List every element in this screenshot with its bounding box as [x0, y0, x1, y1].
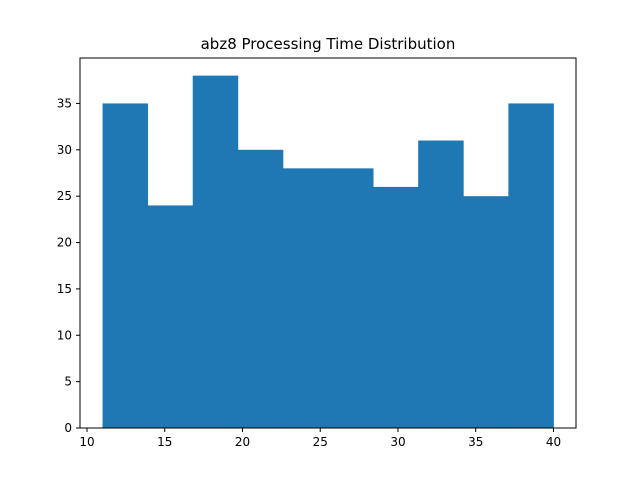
y-tick-label: 15 — [57, 282, 72, 296]
plot-frame — [79, 57, 577, 429]
y-axis-ticks: 0 5 10 15 20 25 30 35 — [57, 96, 80, 435]
histogram-bar — [147, 205, 194, 428]
x-tick-label: 15 — [157, 435, 172, 449]
x-tick-label: 25 — [313, 435, 328, 449]
x-tick-label: 30 — [390, 435, 405, 449]
histogram-bar — [328, 168, 374, 428]
x-axis-ticks: 10 15 20 25 30 35 40 — [79, 428, 561, 449]
histogram-bar — [237, 149, 284, 428]
y-tick-label: 0 — [64, 421, 72, 435]
bars-group — [102, 75, 554, 429]
y-tick-label: 25 — [57, 189, 72, 203]
y-tick-label: 20 — [57, 236, 72, 250]
histogram-bar — [463, 196, 509, 428]
x-tick-label: 10 — [79, 435, 94, 449]
y-tick-label: 10 — [57, 328, 72, 342]
y-tick-label: 30 — [57, 143, 72, 157]
histogram-bar — [373, 186, 419, 428]
y-tick-label: 35 — [57, 96, 72, 110]
histogram-bar — [102, 103, 149, 428]
histogram-bar — [508, 103, 554, 428]
x-tick-label: 20 — [235, 435, 250, 449]
chart-title: abz8 Processing Time Distribution — [201, 35, 456, 53]
x-tick-label: 40 — [546, 435, 561, 449]
histogram-bar — [282, 168, 329, 428]
y-tick-label: 5 — [64, 375, 72, 389]
x-tick-label: 35 — [468, 435, 483, 449]
histogram-bar — [418, 140, 464, 429]
histogram-bar — [192, 75, 239, 428]
